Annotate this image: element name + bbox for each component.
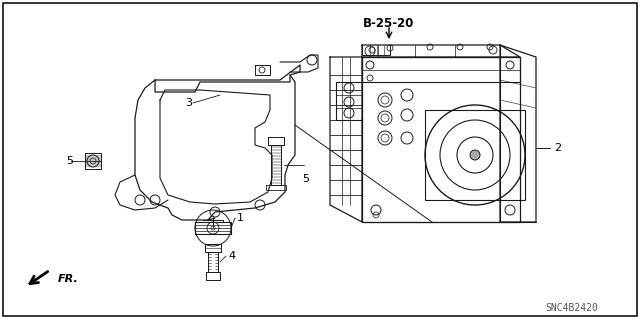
Circle shape [470,150,480,160]
Text: B-25-20: B-25-20 [364,17,415,30]
Text: 5: 5 [302,174,309,184]
Text: 3: 3 [185,98,192,108]
Text: 2: 2 [554,143,561,153]
Text: 4: 4 [228,251,235,261]
Text: 1: 1 [237,213,244,223]
Text: SNC4B2420: SNC4B2420 [545,303,598,313]
Text: 5: 5 [66,156,73,166]
Text: FR.: FR. [58,274,79,284]
